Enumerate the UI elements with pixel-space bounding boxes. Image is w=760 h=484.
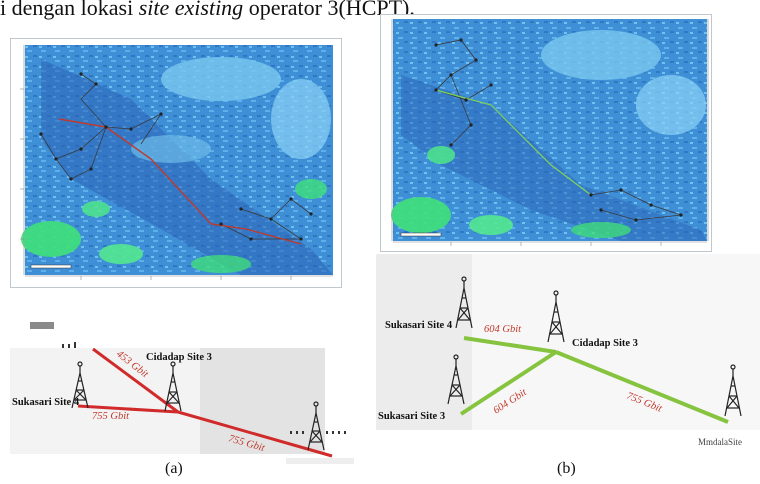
diagram-b-graphic: Sukasari Site 4 Cidadap Site 3 Sukasari … [376,254,760,447]
site-label-sukasari-3-b: Sukasari Site 3 [378,411,445,422]
map-a-graphic [11,39,341,287]
caption-suffix: operator 3(HCPT). [243,0,415,20]
tower-icon [71,361,89,409]
diagram-b: Sukasari Site 4 Cidadap Site 3 Sukasari … [376,254,760,448]
caption-prefix: i dengan lokasi [0,0,139,20]
figure-label-a: (a) [165,460,183,477]
site-label-cidadap-3-b: Cidadap Site 3 [572,338,638,349]
figure-label-b: (b) [557,460,576,477]
site-label-sukasari-4-a: Sukasari Site 4 [12,397,80,408]
map-b [380,14,712,252]
site-label-mandala-b: MmdalaSite [698,437,742,447]
caption-italic: site existing [138,0,244,20]
diagram-a-graphic: Sukasari Site 4 Cidadap Site 3 453 Gbit … [10,322,354,464]
link-label-left-a: 755 Gbit [92,411,130,422]
site-label-cidadap-3-a: Cidadap Site 3 [146,352,212,363]
link-label-top-b: 604 Gbit [484,324,522,335]
caption-line: i dengan lokasi site existing operator 3… [0,0,760,22]
map-a [10,38,342,288]
map-b-graphic [381,15,711,251]
diagram-a: Sukasari Site 4 Cidadap Site 3 453 Gbit … [10,318,355,464]
site-label-sukasari-4-b: Sukasari Site 4 [385,320,453,331]
